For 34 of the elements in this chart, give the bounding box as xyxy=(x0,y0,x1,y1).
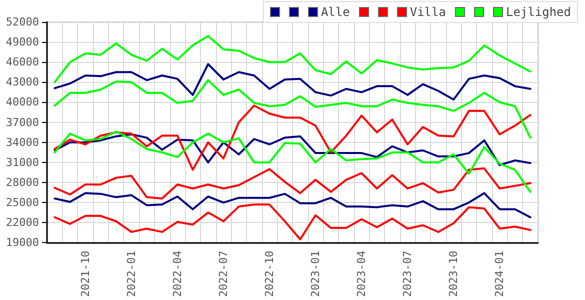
x-tick-label: 2022-10 xyxy=(262,250,276,297)
legend-label: Villa xyxy=(410,5,446,19)
x-tick-label: 2022-07 xyxy=(216,250,230,297)
y-tick-label: 49000 xyxy=(6,36,39,49)
x-tick-label: 2023-01 xyxy=(309,250,322,297)
x-tick-label: 2023-04 xyxy=(355,250,368,297)
x-tick-label: 2024-01 xyxy=(493,250,506,297)
x-tick-label: 2023-10 xyxy=(447,250,460,297)
line-series xyxy=(54,63,532,101)
y-tick-label: 22000 xyxy=(6,216,39,230)
y-tick-label: 19000 xyxy=(6,236,39,250)
y-tick-label: 28000 xyxy=(6,176,39,189)
line-series xyxy=(54,79,532,139)
x-tick-label: 2022-01 xyxy=(124,250,138,297)
line-series xyxy=(54,133,532,166)
y-tick-label: 37000 xyxy=(6,116,39,129)
x-tick-label: 2023-07 xyxy=(401,250,414,297)
line-series xyxy=(54,167,532,200)
x-tick-label: 2022-04 xyxy=(170,250,184,297)
line-series xyxy=(54,192,532,218)
y-tick-label: 52000 xyxy=(6,16,39,28)
line-series xyxy=(54,104,532,171)
legend-label: Alle xyxy=(320,5,350,19)
y-tick-label: 40000 xyxy=(6,96,39,109)
y-tick-label: 25000 xyxy=(6,196,39,210)
x-tick-label: 2021-10 xyxy=(78,250,92,297)
y-tick-label: 43000 xyxy=(6,76,39,89)
line-series xyxy=(54,35,532,84)
line-series xyxy=(54,130,532,193)
legend-label: Lejlighed xyxy=(506,5,571,19)
y-tick-label: 31000 xyxy=(6,156,39,169)
y-tick-label: 46000 xyxy=(6,56,39,69)
y-tick-label: 34000 xyxy=(6,136,39,149)
line-series xyxy=(54,204,532,240)
